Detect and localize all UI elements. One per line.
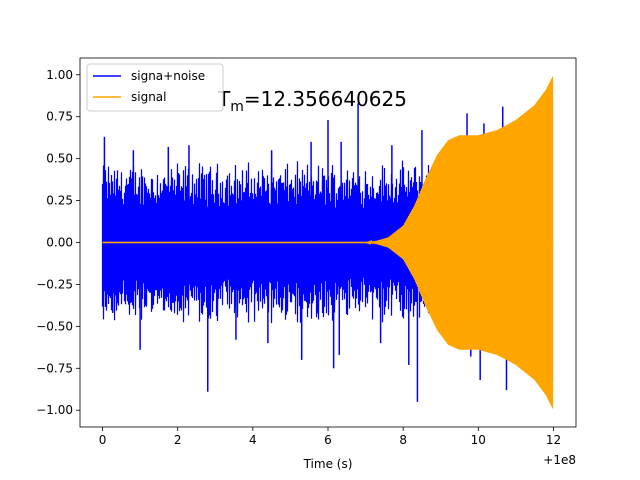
axes: 0 2 4 6 8 10 12 −1.00 −0.75 −0.50 −0.25 0.00 0.25 0.5… (36, 57, 577, 447)
y-tick-label: −1.00 (36, 403, 73, 417)
x-tick-label: 4 (249, 433, 257, 447)
x-axis-offset-label: +1e8 (543, 453, 576, 467)
y-tick-label: −0.50 (36, 319, 73, 333)
y-tick-label: 0.75 (46, 110, 73, 124)
x-tick-label: 12 (546, 433, 561, 447)
x-tick-label: 10 (471, 433, 486, 447)
legend-label-signal: signal (131, 90, 167, 104)
x-tick-label: 6 (324, 433, 332, 447)
x-tick-label: 0 (99, 433, 107, 447)
x-tick-label: 2 (174, 433, 182, 447)
y-tick-label: 0.00 (46, 236, 73, 250)
x-axis-label: Time (s) (303, 457, 353, 471)
legend-label-signa-noise: signa+noise (131, 69, 205, 83)
y-tick-label: 1.00 (46, 68, 73, 82)
y-tick-label: 0.25 (46, 194, 73, 208)
y-tick-label: −0.75 (36, 361, 73, 375)
signal-plus-noise-series (101, 96, 554, 402)
signal-series (102, 76, 554, 409)
annotation-text: Tm=12.356640625 (217, 87, 407, 115)
x-tick-label: 8 (399, 433, 407, 447)
y-tick-label: 0.50 (46, 152, 73, 166)
legend: signa+noise signal (86, 63, 224, 112)
y-tick-label: −0.25 (36, 277, 73, 291)
